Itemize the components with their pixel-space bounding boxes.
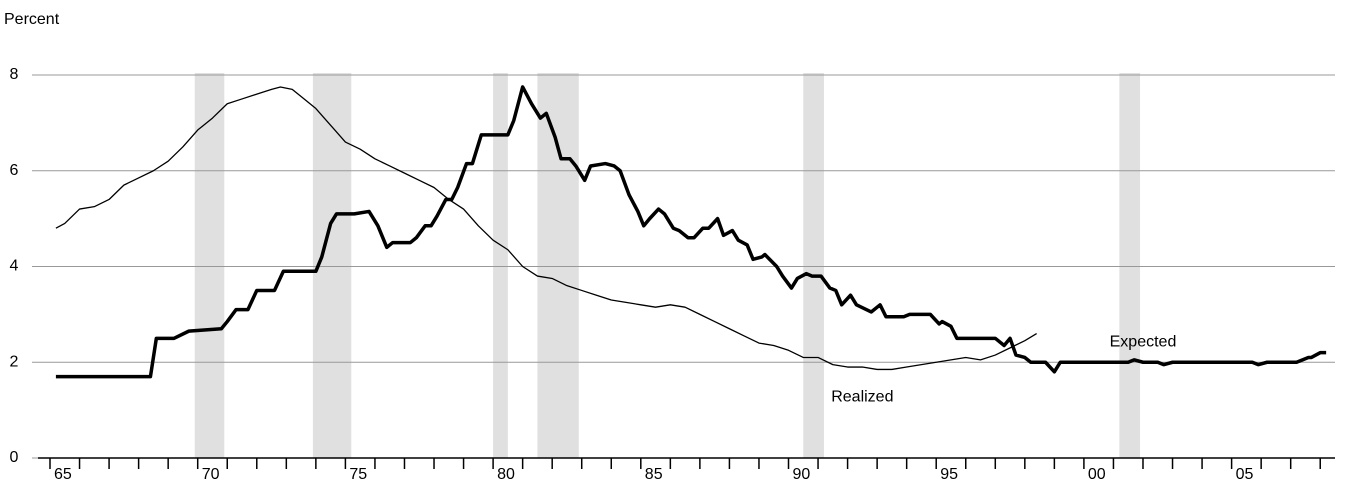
recession-shade <box>537 73 579 458</box>
x-tick-label: 05 <box>1236 466 1254 483</box>
x-tick-label: 70 <box>202 466 220 483</box>
y-tick-label: 6 <box>10 162 19 179</box>
y-tick-label: 2 <box>10 353 19 370</box>
x-tick-label: 80 <box>497 466 515 483</box>
x-tick-label: 85 <box>645 466 663 483</box>
recession-shade <box>493 73 508 458</box>
y-tick-label: 0 <box>10 449 19 466</box>
x-tick-label: 00 <box>1088 466 1106 483</box>
recession-shade <box>194 73 225 458</box>
series-label: Realized <box>831 388 893 405</box>
series-label: Expected <box>1110 333 1177 350</box>
y-axis-label: Percent <box>4 11 60 28</box>
x-tick-label: 75 <box>349 466 367 483</box>
y-tick-label: 4 <box>10 258 19 275</box>
recession-shade <box>1119 73 1141 458</box>
recession-shade <box>803 73 824 458</box>
series-line <box>55 86 1037 371</box>
x-tick-label: 65 <box>54 466 72 483</box>
y-tick-label: 8 <box>10 66 19 83</box>
x-tick-label: 95 <box>940 466 958 483</box>
x-tick-label: 90 <box>793 466 811 483</box>
series-line <box>55 85 1327 379</box>
